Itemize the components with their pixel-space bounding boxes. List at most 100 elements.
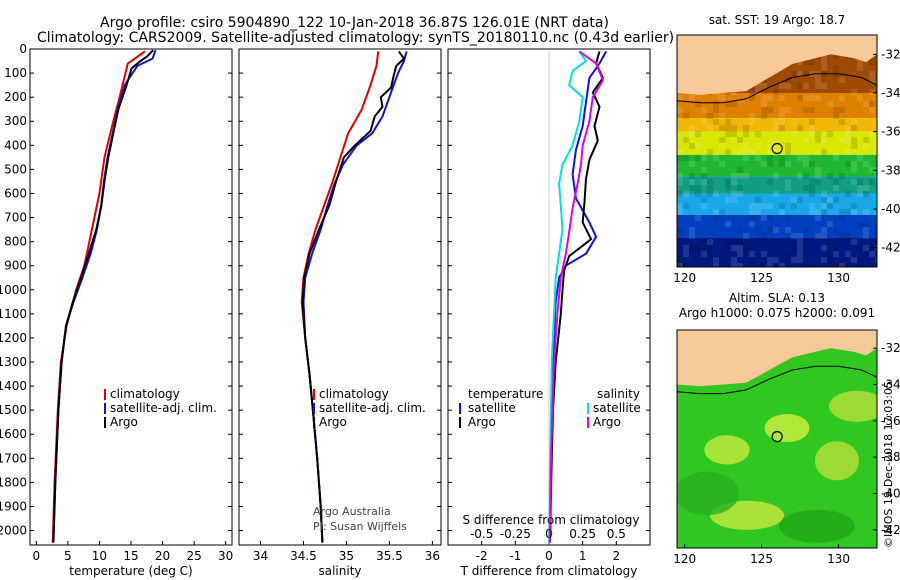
map-frame [676, 329, 878, 549]
legend-label: satellite-adj. clim. [110, 401, 217, 415]
sst-pixel [689, 125, 695, 131]
sst-pixel [719, 95, 725, 101]
panel-frame [29, 48, 233, 546]
sst-pixel [767, 155, 773, 161]
sst-pixel [761, 251, 767, 257]
sla-anomaly-blob [814, 441, 860, 481]
sst-pixel [689, 131, 695, 137]
sst-pixel [689, 245, 695, 251]
sst-map-panel: sat. SST: 19 Argo: 18.7 120 125 130 -32 -34 -3… [673, 13, 900, 285]
sst-pixel [821, 83, 827, 89]
sst-pixel [803, 263, 809, 267]
sst-pixel [761, 233, 767, 239]
y-tick-label: 1700 [0, 451, 27, 465]
sst-pixel [791, 203, 797, 209]
sst-pixel [725, 125, 731, 131]
y-tick-label: 2000 [0, 524, 27, 538]
sst-pixel [731, 131, 737, 137]
sst-pixel [707, 245, 713, 251]
sst-pixel [725, 101, 731, 107]
sst-pixel [701, 179, 707, 185]
sst-pixel [869, 131, 875, 137]
sst-pixel [863, 137, 869, 143]
sst-pixel [785, 263, 791, 267]
sst-pixel [803, 107, 809, 113]
sst-pixel [695, 191, 701, 197]
sst-pixel [875, 131, 877, 137]
sst-pixel [773, 191, 779, 197]
sst-pixel [833, 185, 839, 191]
x-tick-label: 2 [613, 549, 621, 563]
sst-pixel [869, 101, 875, 107]
sst-pixel [725, 185, 731, 191]
sst-pixel [815, 131, 821, 137]
sst-pixel [683, 203, 689, 209]
y-tick-label: 500 [4, 162, 27, 176]
sst-pixel [827, 251, 833, 257]
sst-pixel [731, 125, 737, 131]
sst-pixel [875, 257, 877, 263]
sst-pixel [749, 251, 755, 257]
sst-pixel [755, 89, 761, 95]
sst-band [677, 176, 877, 194]
sst-pixel [749, 257, 755, 263]
map-y-tick-label: -40 [881, 487, 900, 501]
map-x-tick-label: 130 [827, 271, 850, 285]
sst-pixel [851, 143, 857, 149]
x-tick-label: 20 [155, 549, 170, 563]
sst-pixel [779, 209, 785, 215]
legend-label: climatology [110, 387, 180, 401]
sst-pixel [701, 239, 707, 245]
sst-pixel [713, 191, 719, 197]
y-tick-label: 1100 [0, 307, 27, 321]
s-tick-label: 0.25 [569, 527, 596, 541]
sst-pixel [767, 215, 773, 221]
map-x-tick-label: 120 [673, 552, 696, 566]
sst-pixel [845, 263, 851, 267]
sst-pixel [677, 173, 683, 179]
legend-label: satellite [468, 401, 516, 415]
sst-pixel [779, 113, 785, 119]
sla-anomaly-blob [779, 509, 855, 543]
series-line-argo-salinity [548, 50, 604, 543]
sst-pixel [749, 89, 755, 95]
sla-anomaly-blob [704, 435, 750, 465]
sst-pixel [815, 179, 821, 185]
sst-pixel [803, 155, 809, 161]
sst-pixel [845, 125, 851, 131]
sst-pixel [767, 107, 773, 113]
sst-pixel [743, 143, 749, 149]
y-tick-label: 800 [4, 235, 27, 249]
sst-pixel [803, 227, 809, 233]
map-x-tick-label: 125 [750, 271, 773, 285]
sst-pixel [707, 113, 713, 119]
sst-pixel [809, 191, 815, 197]
sst-pixel [803, 173, 809, 179]
sst-pixel [833, 251, 839, 257]
sst-pixel [767, 227, 773, 233]
sst-pixel [779, 161, 785, 167]
sst-pixel [677, 209, 683, 215]
y-tick-label: 300 [4, 114, 27, 128]
sst-pixel [779, 263, 785, 267]
sst-pixel [683, 191, 689, 197]
x-axis-label: temperature (deg C) [69, 564, 192, 578]
sst-pixel [827, 203, 833, 209]
sst-pixel [869, 89, 875, 95]
sst-pixel [731, 263, 737, 267]
sst-pixel [833, 197, 839, 203]
sst-pixel [797, 83, 803, 89]
sst-pixel [761, 215, 767, 221]
sst-pixel [749, 203, 755, 209]
sst-pixel [827, 263, 833, 267]
sst-pixel [749, 113, 755, 119]
timestamp-stamp: ©IMOS 19-Dec-2018 17:03:05 [882, 381, 895, 548]
sst-pixel [851, 239, 857, 245]
sst-pixel [707, 185, 713, 191]
sst-pixel [869, 245, 875, 251]
salinity-panel: 34 34.5 35 35.5 36 salinity climatologysatelli… [238, 48, 442, 578]
series-line-climatology [300, 51, 380, 543]
sst-pixel [719, 137, 725, 143]
sst-pixel [821, 149, 827, 155]
